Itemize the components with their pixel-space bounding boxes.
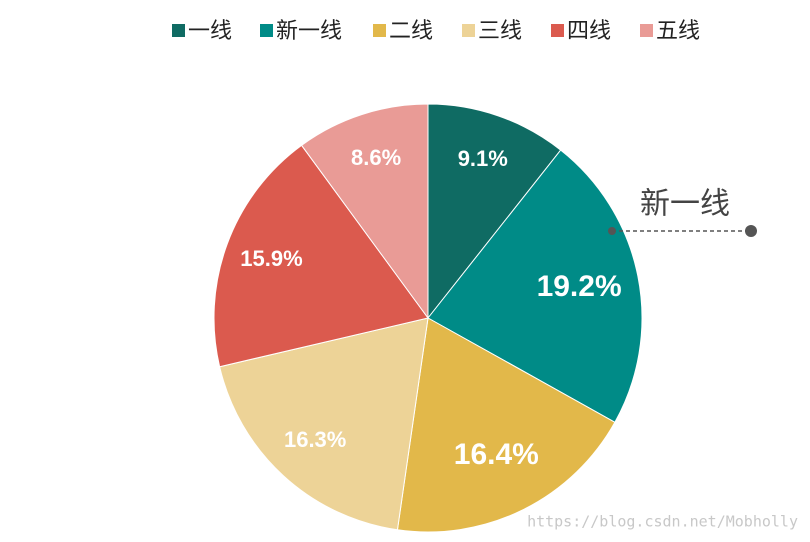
pie-slice bbox=[219, 317, 429, 531]
pie-slice bbox=[300, 103, 429, 320]
watermark: https://blog.csdn.net/Mobholly bbox=[527, 513, 798, 531]
legend-swatch bbox=[373, 24, 386, 37]
pie-slice bbox=[213, 144, 429, 368]
legend-label: 三线 bbox=[478, 19, 522, 44]
pie-slice bbox=[427, 103, 562, 320]
legend-label: 新一线 bbox=[276, 19, 342, 44]
pie: 9.1% 19.2% 16.4% 16.3% 15.9% 8.6% bbox=[213, 103, 643, 533]
pie-slice bbox=[396, 317, 616, 533]
data-label: 15.9% bbox=[240, 246, 302, 271]
legend-label: 一线 bbox=[188, 19, 232, 44]
annotation-dot bbox=[745, 225, 757, 237]
legend-swatch bbox=[551, 24, 564, 37]
legend-swatch bbox=[640, 24, 653, 37]
data-label: 8.6% bbox=[351, 145, 401, 170]
data-label: 9.1% bbox=[458, 146, 508, 171]
legend-label: 四线 bbox=[567, 19, 611, 44]
data-label: 16.3% bbox=[284, 427, 346, 452]
legend-swatch bbox=[260, 24, 273, 37]
legend-swatch bbox=[172, 24, 185, 37]
data-label: 16.4% bbox=[454, 438, 539, 471]
data-label: 19.2% bbox=[537, 270, 622, 303]
pie-slice bbox=[427, 149, 643, 423]
legend-swatch bbox=[462, 24, 475, 37]
annotation-dot bbox=[608, 227, 616, 235]
legend: 一线 新一线 二线 三线 四线 五线 bbox=[172, 19, 700, 44]
legend-label: 二线 bbox=[389, 19, 433, 44]
annotation: 新一线 bbox=[640, 187, 730, 222]
legend-label: 五线 bbox=[656, 19, 700, 44]
